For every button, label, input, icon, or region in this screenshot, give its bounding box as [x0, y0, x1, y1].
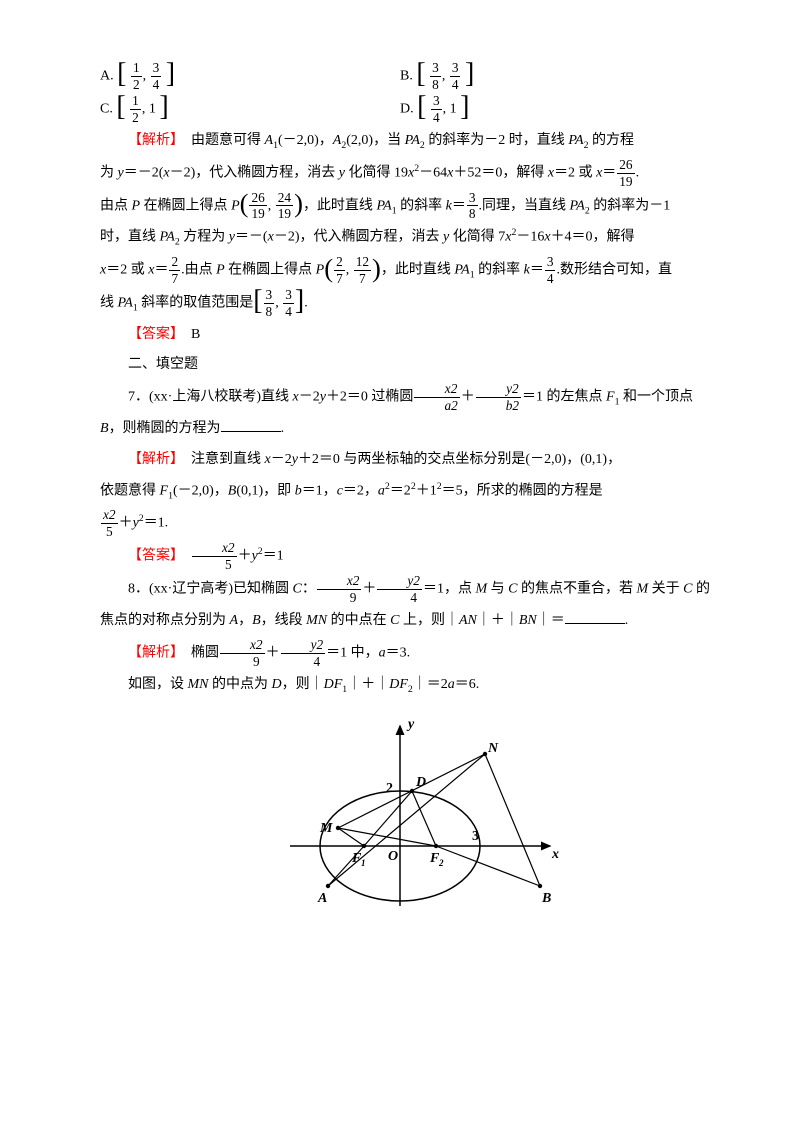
option-d: D. [ 34, 1 ]: [400, 93, 469, 126]
paren-icon: ): [372, 258, 381, 279]
solution-tag: 【解析】: [128, 452, 177, 467]
option-b-frac1: 38: [430, 60, 441, 93]
svg-text:D: D: [415, 775, 426, 790]
paren-icon: (: [240, 193, 249, 214]
bracket-icon: [: [417, 96, 426, 118]
paren-icon: (: [324, 258, 333, 279]
solution-7: 【解析】 注意到直线 x－2y＋2＝0 与两坐标轴的交点坐标分别是(－2,0)，…: [100, 445, 720, 476]
answer-value: B: [177, 327, 200, 342]
question-7: 7．(xx·上海八校联考)直线 x－2y＋2＝0 过椭圆x2a2＋y2b2＝1 …: [100, 381, 720, 414]
solution-7-line2: 依题意得 F1(－2,0)，B(0,1)，即 b＝1，c＝2，a2＝22＋12＝…: [100, 476, 720, 507]
answer-tag: 【答案】: [128, 549, 177, 564]
solution-1-line4: 时，直线 PA2 方程为 y＝－(x－2)，代入椭圆方程，消去 y 化简得 7x…: [100, 222, 720, 253]
ellipse-diagram: yxOF1F2ABMND23: [260, 706, 560, 916]
svg-text:O: O: [388, 849, 398, 864]
option-c-frac1: 12: [130, 93, 141, 126]
svg-text:2: 2: [438, 858, 444, 868]
option-d-label: D.: [400, 102, 414, 117]
solution-tag: 【解析】: [128, 645, 177, 660]
option-a-frac2: 34: [151, 60, 162, 93]
solution-1-line3: 由点 P 在椭圆上得点 P(2619, 2419)，此时直线 PA1 的斜率 k…: [100, 190, 720, 223]
question-8-line2: 焦点的对称点分别为 A，B，线段 MN 的中点在 C 上，则｜AN｜＋｜BN｜＝…: [100, 606, 720, 637]
section-2-title: 二、填空题: [100, 350, 720, 381]
solution-8-line2: 如图，设 MN 的中点为 D，则｜DF1｜＋｜DF2｜＝2a＝6.: [100, 670, 720, 701]
options-row-1: A. [ 12, 34 ] B. [ 38, 34 ]: [100, 60, 720, 93]
option-a-frac1: 12: [131, 60, 142, 93]
bracket-icon: ]: [166, 63, 175, 85]
option-c-right: 1: [149, 102, 156, 117]
question-7-line2: B，则椭圆的方程为.: [100, 414, 720, 445]
solution-1-line6: 线 PA1 斜率的取值范围是[38, 34].: [100, 287, 720, 320]
bracket-icon: [: [116, 96, 125, 118]
answer-1: 【答案】 B: [100, 320, 720, 351]
bracket-icon: [: [416, 63, 425, 85]
figure-ellipse: yxOF1F2ABMND23: [100, 706, 720, 929]
option-a: A. [ 12, 34 ]: [100, 60, 400, 93]
answer-7: 【答案】 x25＋y2＝1: [100, 540, 720, 573]
solution-8: 【解析】 椭圆x29＋y24＝1 中，a＝3.: [100, 637, 720, 670]
frac-26-19: 2619: [617, 157, 634, 190]
paren-icon: ): [294, 193, 303, 214]
solution-tag: 【解析】: [128, 133, 177, 148]
svg-text:N: N: [487, 741, 499, 756]
svg-text:2: 2: [386, 781, 393, 796]
svg-text:y: y: [406, 717, 415, 732]
option-a-label: A.: [100, 69, 114, 84]
question-8: 8．(xx·辽宁高考)已知椭圆 C：x29＋y24＝1，点 M 与 C 的焦点不…: [100, 573, 720, 606]
svg-text:M: M: [319, 821, 333, 836]
solution-1-line5: x＝2 或 x＝27.由点 P 在椭圆上得点 P(27, 127)，此时直线 P…: [100, 254, 720, 287]
svg-text:1: 1: [361, 858, 366, 868]
bracket-icon: [: [253, 290, 262, 312]
solution-1: 【解析】 由题意可得 A1(－2,0)，A2(2,0)，当 PA2 的斜率为－2…: [100, 126, 720, 157]
bracket-icon: ]: [295, 290, 304, 312]
bracket-icon: ]: [465, 63, 474, 85]
option-b: B. [ 38, 34 ]: [400, 60, 474, 93]
bracket-icon: ]: [159, 96, 168, 118]
option-b-label: B.: [400, 69, 413, 84]
option-c: C. [ 12, 1 ]: [100, 93, 400, 126]
bracket-icon: [: [117, 63, 126, 85]
page: A. [ 12, 34 ] B. [ 38, 34 ] C. [ 12, 1 ]…: [0, 0, 800, 969]
solution-1-line2: 为 y＝－2(x－2)，代入椭圆方程，消去 y 化简得 19x2－64x＋52＝…: [100, 157, 720, 190]
option-d-right: 1: [450, 102, 457, 117]
options-row-2: C. [ 12, 1 ] D. [ 34, 1 ]: [100, 93, 720, 126]
option-b-frac2: 34: [450, 60, 461, 93]
blank-field: [565, 610, 625, 624]
option-c-label: C.: [100, 102, 113, 117]
option-d-frac1: 34: [431, 93, 442, 126]
svg-text:x: x: [551, 847, 559, 862]
answer-tag: 【答案】: [128, 327, 177, 342]
svg-text:A: A: [317, 891, 327, 906]
blank-field: [221, 419, 281, 433]
bracket-icon: ]: [460, 96, 469, 118]
svg-text:3: 3: [472, 829, 479, 844]
svg-text:B: B: [541, 891, 551, 906]
solution-7-line3: x25＋y2＝1.: [100, 507, 720, 540]
